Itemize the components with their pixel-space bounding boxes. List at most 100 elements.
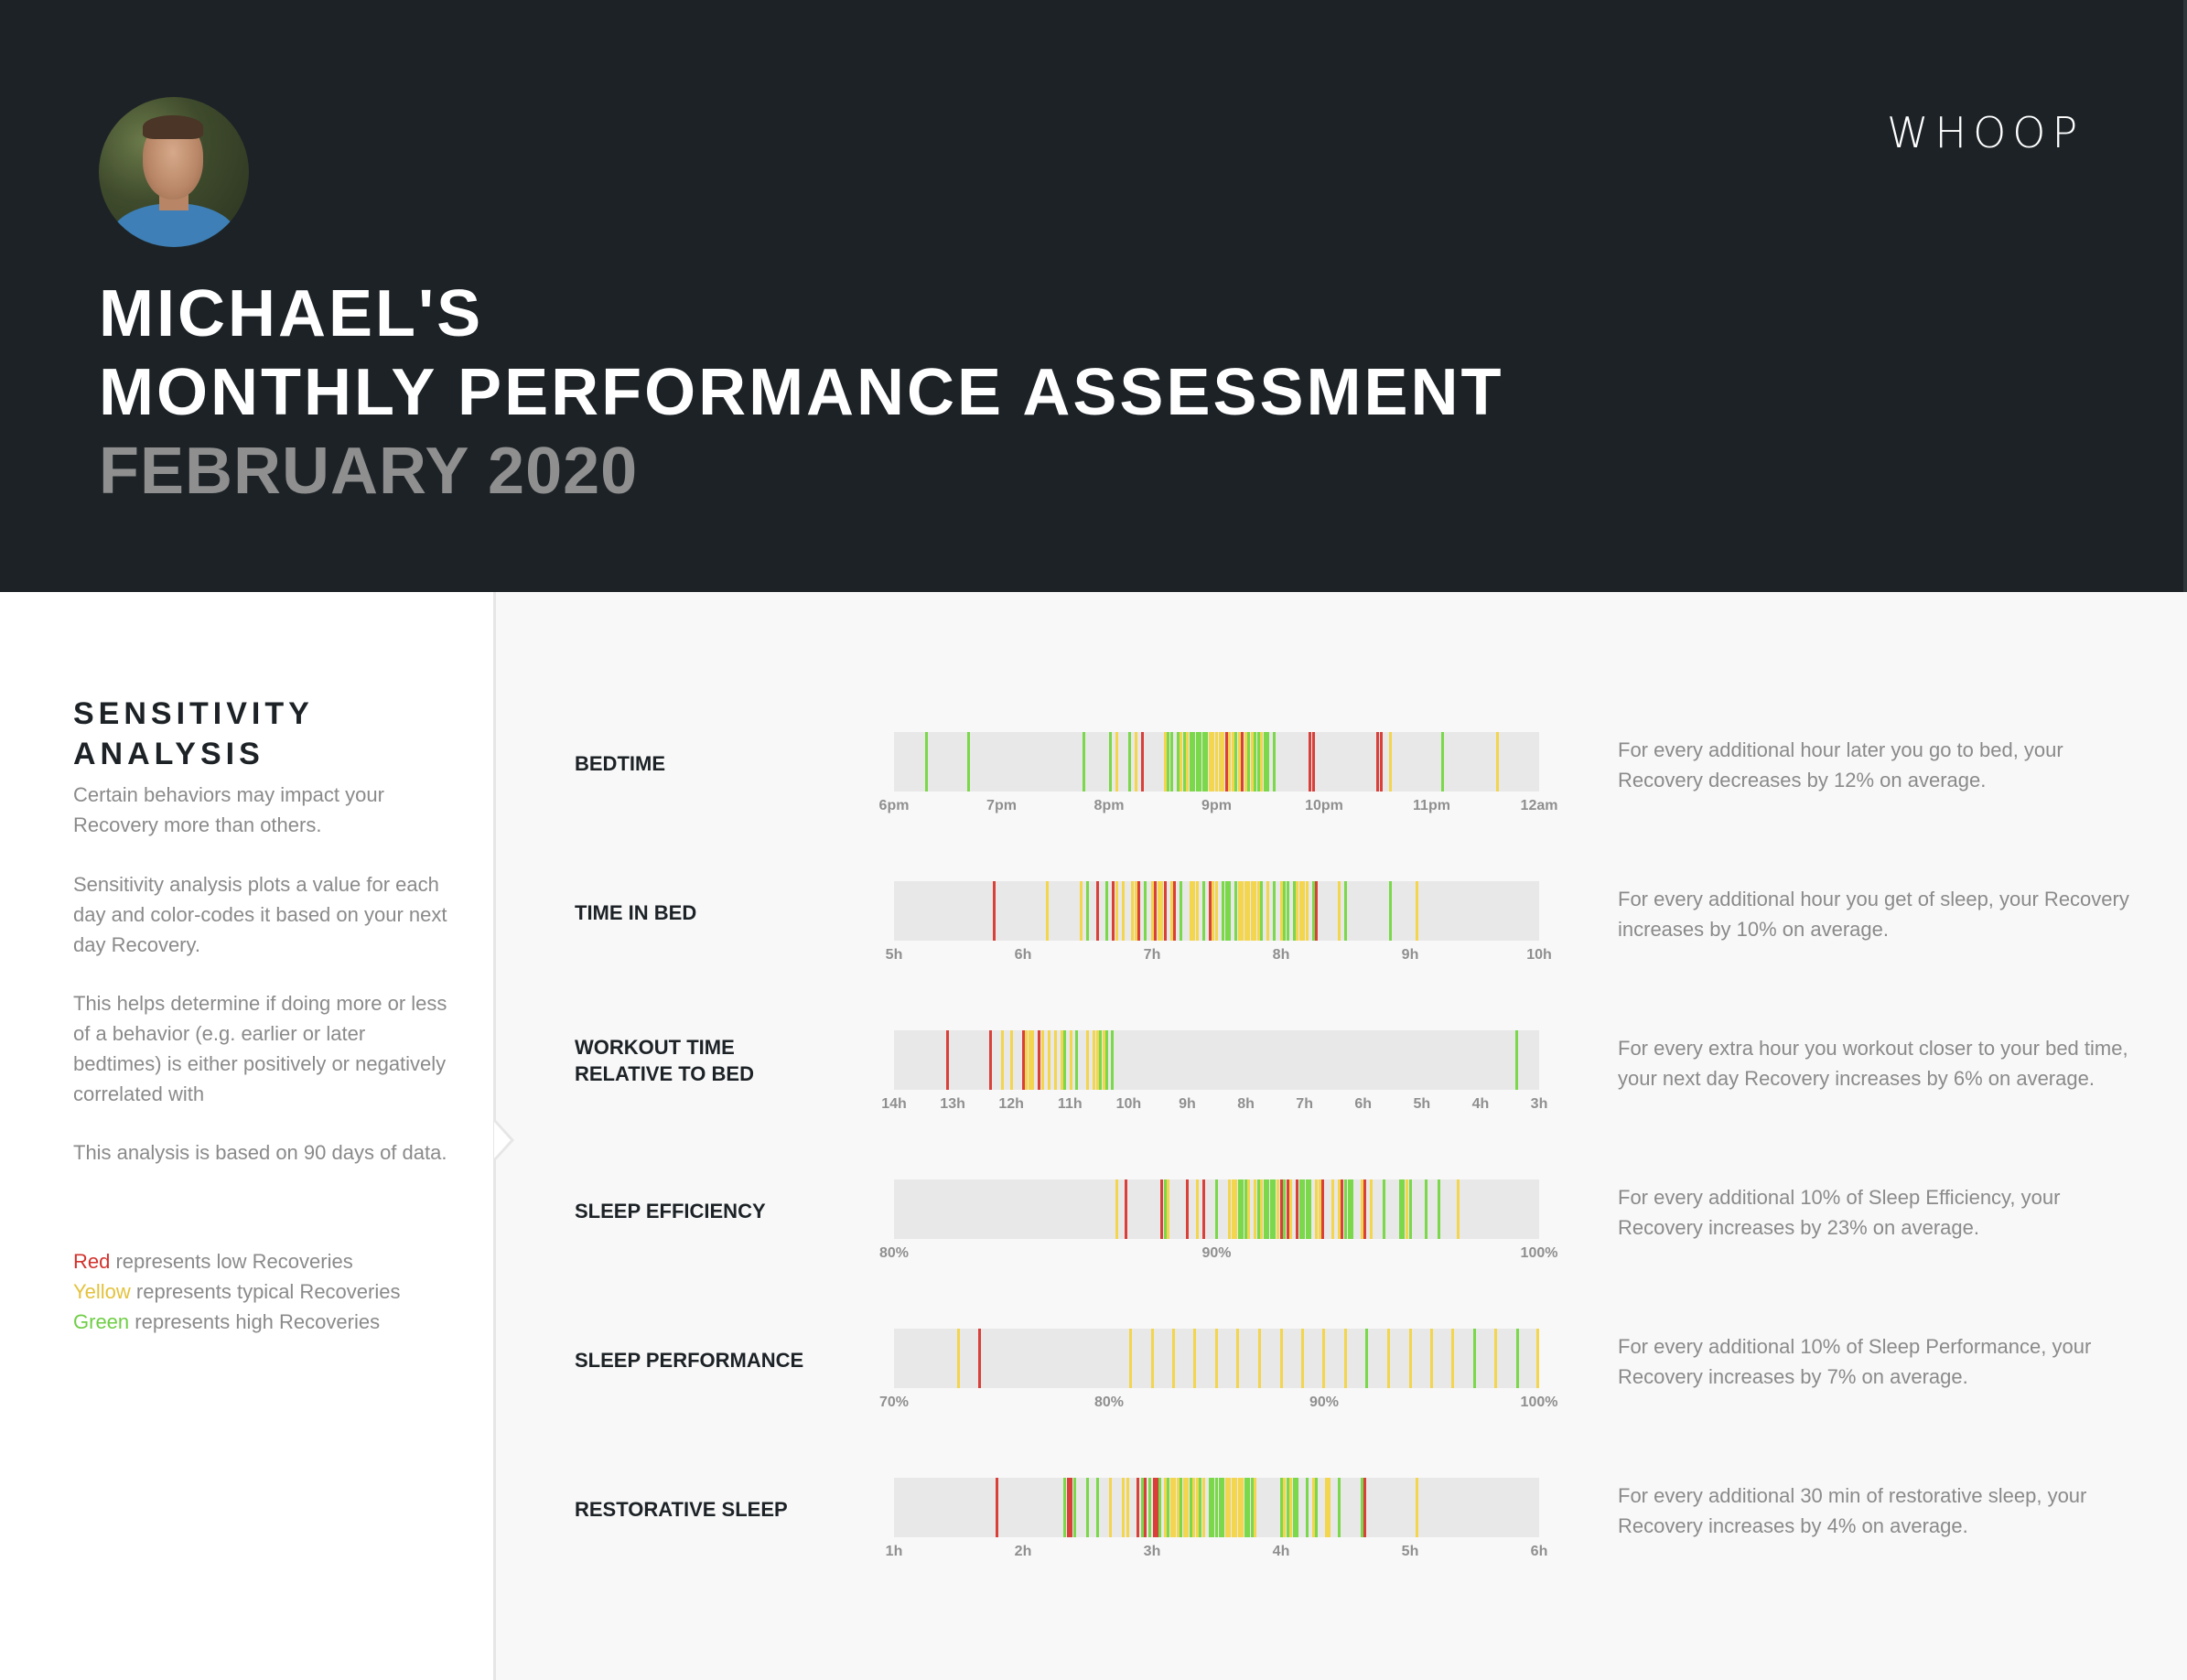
data-tick (1176, 732, 1180, 792)
data-tick (1224, 732, 1228, 792)
data-tick (1276, 1179, 1279, 1239)
data-tick (1495, 732, 1499, 792)
purpose-paragraph: This helps determine if doing more or le… (73, 992, 447, 1105)
data-tick (1324, 1478, 1328, 1537)
axis-tick-label: 10h (1115, 1096, 1142, 1112)
row-label-restorative-sleep: RESTORATIVE SLEEP (575, 1498, 788, 1521)
data-tick (1296, 1179, 1299, 1239)
legend-green-text: represents high Recoveries (129, 1310, 381, 1333)
data-tick (1247, 732, 1251, 792)
data-tick (1250, 881, 1254, 941)
data-tick (996, 1478, 999, 1537)
data-tick (1256, 1179, 1260, 1239)
data-tick (1438, 1179, 1441, 1239)
axis-sleep-performance: 70% 80% 90% 100% (879, 1395, 1557, 1413)
whoop-logo: WHOOP (1887, 108, 2085, 157)
data-tick (1296, 881, 1299, 941)
section-heading: SENSITIVITY ANALYSIS (73, 694, 314, 774)
data-tick (1237, 1179, 1241, 1239)
avatar-hair (143, 115, 203, 139)
data-tick (1201, 732, 1205, 792)
data-tick (1256, 881, 1260, 941)
legend-yellow-word: Yellow (73, 1280, 131, 1303)
data-tick (1440, 732, 1444, 792)
data-tick (1228, 881, 1232, 941)
data-tick (1266, 732, 1270, 792)
data-tick (1515, 1329, 1519, 1388)
data-tick (1086, 881, 1089, 941)
data-tick (1086, 1030, 1089, 1090)
data-tick (1180, 881, 1183, 941)
data-tick (1457, 1179, 1460, 1239)
axis-tick-label: 11h (1057, 1096, 1083, 1112)
data-tick (1237, 881, 1241, 941)
data-tick (1315, 1179, 1319, 1239)
data-tick (1256, 732, 1260, 792)
data-tick (946, 1030, 949, 1090)
data-tick (1247, 1478, 1251, 1537)
data-tick (1379, 732, 1383, 792)
data-tick (1095, 1478, 1099, 1537)
data-tick (1389, 881, 1393, 941)
data-tick (1180, 1478, 1183, 1537)
data-tick (1218, 1478, 1222, 1537)
data-tick (1095, 881, 1099, 941)
data-tick (1137, 881, 1141, 941)
data-tick (1298, 881, 1302, 941)
data-tick (1408, 1329, 1412, 1388)
data-tick (966, 732, 970, 792)
data-tick (1208, 1478, 1212, 1537)
data-tick (1383, 1179, 1386, 1239)
axis-tick-label: 100% (1520, 1245, 1558, 1261)
data-tick (1163, 1179, 1167, 1239)
data-tick (1105, 1030, 1109, 1090)
legend-green: Green represents high Recoveries (73, 1307, 380, 1337)
axis-workout-time: 14h 13h 12h 11h 10h 9h 8h 7h 6h 5h 4h 3h (881, 1096, 1547, 1115)
data-tick (1105, 881, 1109, 941)
axis-tick-label: 1h (885, 1544, 903, 1559)
axis-restorative-sleep: 1h 2h 3h 4h 5h 6h (886, 1544, 1548, 1562)
data-tick (1063, 1478, 1067, 1537)
data-tick (1311, 1478, 1315, 1537)
axis-tick-label: 90% (1201, 1245, 1232, 1261)
strip-chart-time-in-bed (894, 881, 1539, 941)
data-tick (957, 1329, 960, 1388)
data-tick (1322, 1329, 1326, 1388)
strip-chart-restorative-sleep (894, 1478, 1539, 1537)
data-tick (1514, 1030, 1518, 1090)
data-tick (1370, 1179, 1374, 1239)
legend-yellow: Yellow represents typical Recoveries (73, 1276, 400, 1307)
data-tick (1144, 881, 1147, 941)
data-tick (1415, 1478, 1418, 1537)
axis-tick-label: 9h (1179, 1096, 1196, 1112)
data-tick (1536, 1329, 1539, 1388)
axis-tick-label: 70% (878, 1395, 910, 1410)
axis-tick-label: 10pm (1305, 798, 1343, 813)
data-tick (1186, 1478, 1190, 1537)
axis-tick-label: 14h (881, 1096, 907, 1112)
data-tick (1121, 881, 1125, 941)
data-tick (1234, 1179, 1238, 1239)
data-tick (1250, 1478, 1254, 1537)
data-tick (1192, 881, 1196, 941)
data-tick (1025, 1030, 1029, 1090)
data-tick (1150, 881, 1154, 941)
data-tick (1192, 1478, 1196, 1537)
data-tick (1289, 1179, 1293, 1239)
data-tick (1254, 881, 1257, 941)
data-tick (1429, 1329, 1433, 1388)
data-tick (1000, 1030, 1004, 1090)
data-tick (1309, 1179, 1312, 1239)
legend-red-text: represents low Recoveries (110, 1250, 353, 1273)
data-tick (1260, 732, 1264, 792)
data-tick (1189, 881, 1192, 941)
data-tick (1195, 1179, 1199, 1239)
data-tick (1415, 881, 1418, 941)
data-tick (1311, 881, 1315, 941)
data-tick (1189, 732, 1192, 792)
data-tick (1186, 1179, 1190, 1239)
data-tick (1121, 1478, 1125, 1537)
data-tick (992, 881, 996, 941)
data-tick (1266, 881, 1270, 941)
axis-tick-label: 80% (878, 1245, 910, 1261)
